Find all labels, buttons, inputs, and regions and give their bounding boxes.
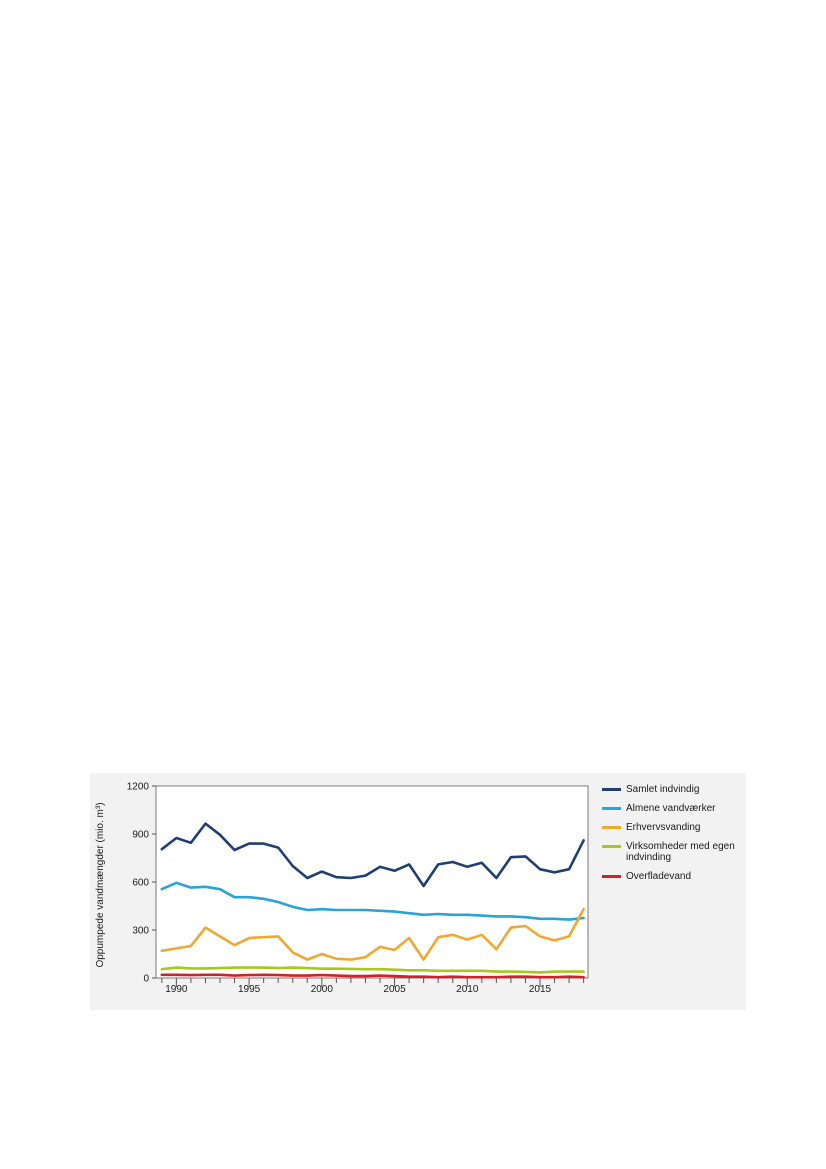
legend-item: Erhvervsvanding xyxy=(602,822,742,833)
series-line-4 xyxy=(160,973,585,979)
legend-item: Samlet indvindig xyxy=(602,784,742,795)
legend-label: Virksomheder med egen indvinding xyxy=(626,841,735,863)
x-tick-label: 2005 xyxy=(383,984,406,995)
legend-item: Almene vandværker xyxy=(602,803,742,814)
y-tick-label: 900 xyxy=(132,830,149,841)
x-tick-label: 1990 xyxy=(165,984,188,995)
x-tick-label: 2010 xyxy=(456,984,479,995)
legend-swatch xyxy=(602,788,621,791)
legend: Samlet indvindig Almene vandværker Erhverv… xyxy=(602,784,742,890)
legend-label: Overfladevand xyxy=(626,871,692,882)
series-line-1 xyxy=(160,881,585,921)
plot-area xyxy=(155,785,589,979)
series-line-0 xyxy=(160,822,585,888)
legend-swatch xyxy=(602,875,621,878)
series-line-3 xyxy=(160,966,585,974)
legend-swatch xyxy=(602,845,621,848)
x-tick-label: 1995 xyxy=(238,984,261,995)
legend-item: Virksomheder med egen indvinding xyxy=(602,841,742,863)
y-tick-label: 600 xyxy=(132,878,149,889)
legend-item: Overfladevand xyxy=(602,871,742,882)
line-chart: 0 300 600 900 1200 1990 1995 2000 2005 2010 2015 O… xyxy=(95,782,589,995)
legend-swatch xyxy=(602,807,621,810)
legend-swatch xyxy=(602,826,621,829)
x-tick-label: 2000 xyxy=(311,984,334,995)
y-tick-label: 0 xyxy=(143,974,149,985)
chart-panel: 0 300 600 900 1200 1990 1995 2000 2005 2010 2015 O… xyxy=(90,773,746,1010)
x-tick-label: 2015 xyxy=(529,984,552,995)
series-line-2 xyxy=(160,907,585,961)
legend-label: Erhvervsvanding xyxy=(626,822,701,833)
y-axis-title: Oppumpede vandmængder (mio. m³) xyxy=(95,802,106,967)
y-tick-label: 1200 xyxy=(127,782,150,793)
legend-label: Almene vandværker xyxy=(626,803,716,814)
y-tick-label: 300 xyxy=(132,926,149,937)
legend-label: Samlet indvindig xyxy=(626,784,700,795)
